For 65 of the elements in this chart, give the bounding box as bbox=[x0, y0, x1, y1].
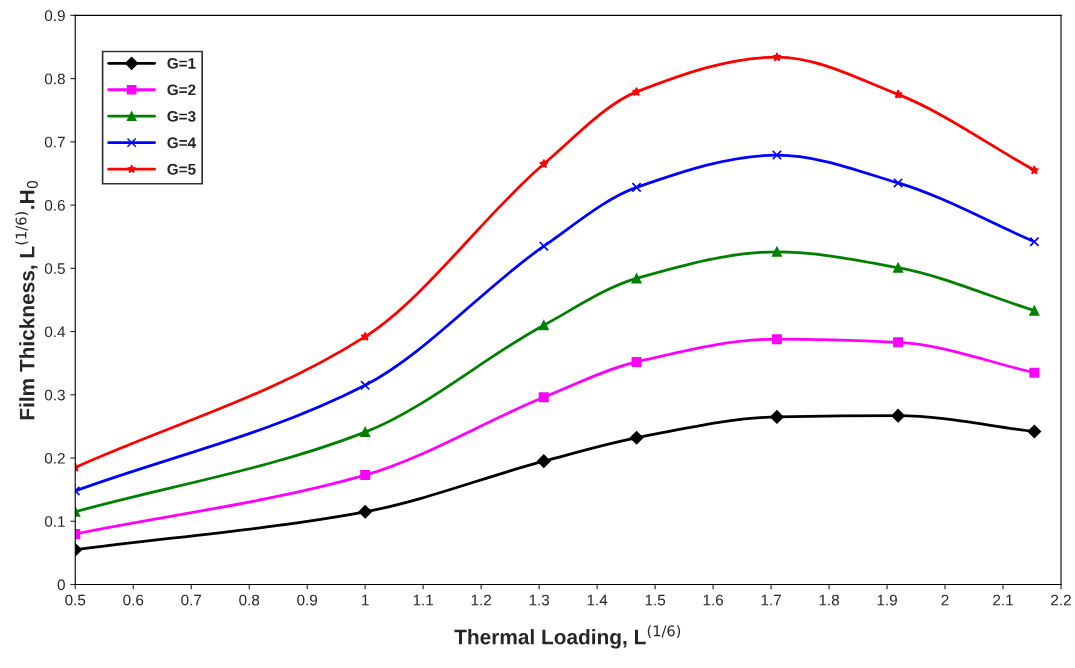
x-tick-label: 0.7 bbox=[181, 594, 202, 606]
y-tick-label: 0.9 bbox=[44, 10, 65, 22]
point bbox=[629, 431, 644, 445]
x-tick-label: 1.1 bbox=[413, 594, 434, 606]
x-tick-label: 1.3 bbox=[529, 594, 550, 606]
point bbox=[891, 408, 905, 423]
x-tick-label: 0.5 bbox=[65, 594, 86, 606]
point bbox=[360, 470, 371, 481]
x-tick-label: 1.8 bbox=[819, 594, 840, 606]
x-tick-label: 1.5 bbox=[645, 594, 666, 606]
point bbox=[1029, 367, 1040, 378]
y-tick-label: 0.5 bbox=[44, 263, 65, 274]
point bbox=[893, 177, 904, 188]
point bbox=[360, 331, 370, 341]
point bbox=[893, 262, 904, 273]
x-tick-label: 0.8 bbox=[239, 594, 260, 606]
x-tick-label: 1.7 bbox=[761, 594, 781, 606]
point bbox=[1027, 424, 1042, 439]
point bbox=[1029, 305, 1040, 316]
x-tick-label: 1.2 bbox=[471, 594, 492, 606]
y-tick-label: 0.3 bbox=[44, 389, 65, 401]
point bbox=[538, 241, 549, 252]
y-tick-label: 0.4 bbox=[44, 326, 66, 338]
x-tick-label: 0.6 bbox=[123, 594, 144, 606]
y-tick-label: 0.2 bbox=[44, 452, 65, 464]
point bbox=[772, 52, 782, 62]
point bbox=[771, 334, 782, 345]
point bbox=[360, 427, 371, 438]
legend-label: G=4 bbox=[167, 137, 196, 149]
point bbox=[631, 356, 642, 367]
x-tick-label: 1 bbox=[362, 594, 369, 606]
point bbox=[770, 410, 784, 424]
x-tick-label: 2.2 bbox=[1051, 594, 1071, 606]
y-tick-label: 0.7 bbox=[44, 136, 65, 148]
x-tick-label: 1.9 bbox=[877, 594, 897, 606]
point bbox=[538, 320, 549, 331]
legend-label: G=3 bbox=[167, 110, 196, 122]
point bbox=[360, 380, 371, 391]
x-tick-label: 0.9 bbox=[297, 594, 318, 606]
y-tick-label: 0.6 bbox=[44, 199, 65, 211]
legend-label: G=5 bbox=[167, 163, 196, 175]
y-tick-label: 0.8 bbox=[44, 73, 65, 85]
point bbox=[631, 273, 642, 284]
point bbox=[538, 158, 549, 169]
point bbox=[538, 392, 549, 403]
point bbox=[358, 505, 372, 519]
point bbox=[893, 89, 903, 99]
x-axis-title: Thermal Loading, L$^{(1/6)}$ bbox=[454, 625, 681, 649]
x-tick-label: 1.6 bbox=[703, 594, 724, 606]
point bbox=[771, 150, 782, 161]
y-tick-label: 0 bbox=[57, 579, 65, 591]
x-tick-label: 2.1 bbox=[993, 594, 1013, 606]
x-tick-label: 1.4 bbox=[587, 594, 608, 606]
point bbox=[771, 246, 782, 257]
point bbox=[631, 86, 642, 97]
legend-label: G=2 bbox=[167, 84, 196, 96]
point bbox=[537, 454, 551, 468]
legend-label: G=1 bbox=[167, 57, 196, 69]
point bbox=[1029, 165, 1040, 175]
point bbox=[1029, 236, 1040, 247]
y-tick-label: 0.1 bbox=[44, 516, 65, 527]
x-tick-label: 2 bbox=[941, 594, 949, 606]
point bbox=[893, 337, 904, 348]
point bbox=[631, 182, 642, 193]
y-axis-title: Film Thickness, L$^{(1/6)}$.H$_{0}$ bbox=[15, 180, 38, 420]
